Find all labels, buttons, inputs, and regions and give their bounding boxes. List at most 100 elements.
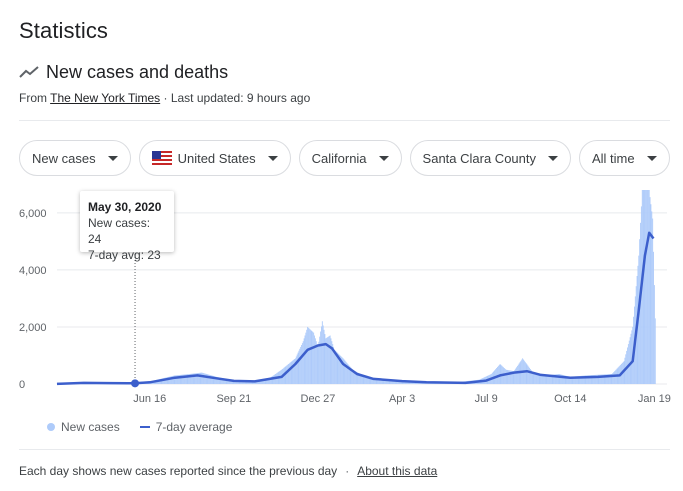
case-bar [182, 374, 184, 384]
case-bar [629, 337, 631, 384]
case-bar [334, 349, 335, 384]
case-bar [600, 374, 602, 384]
caret-down-icon [646, 155, 657, 161]
case-bar [371, 377, 373, 384]
case-bar [397, 380, 399, 384]
case-bar [298, 350, 300, 384]
divider [19, 449, 670, 450]
case-bar [585, 375, 587, 384]
case-bar [301, 343, 303, 384]
filter-chips: New cases United States California Santa… [19, 140, 670, 176]
case-bar [307, 326, 309, 384]
case-bar [365, 376, 367, 384]
county-dropdown[interactable]: Santa Clara County [409, 140, 571, 176]
case-bar [541, 374, 543, 384]
case-bar [510, 370, 512, 384]
case-bar [310, 330, 312, 384]
case-bar [562, 374, 563, 384]
case-bar [578, 376, 580, 384]
case-bar [590, 375, 592, 384]
case-bar [402, 381, 404, 384]
time-range-dropdown[interactable]: All time [579, 140, 670, 176]
case-bar [264, 379, 266, 384]
case-bar [224, 378, 226, 384]
state-dropdown[interactable]: California [298, 140, 402, 176]
case-bar [171, 376, 173, 384]
tooltip-date: May 30, 2020 [88, 200, 162, 214]
case-bar [319, 336, 321, 384]
case-bar [516, 367, 517, 384]
case-bar [581, 375, 583, 384]
case-bar [335, 351, 337, 384]
case-bar [511, 370, 513, 384]
case-bar [203, 373, 204, 384]
case-bar [567, 376, 569, 384]
case-bar [174, 375, 176, 384]
case-bar [572, 376, 574, 384]
case-bar [203, 373, 205, 384]
case-bar [241, 380, 243, 384]
case-bar [369, 377, 371, 384]
case-bar [385, 380, 387, 384]
source-link[interactable]: The New York Times [50, 91, 161, 105]
case-bar [377, 379, 379, 384]
case-bar [246, 380, 248, 384]
case-bar [534, 372, 536, 384]
case-bar [507, 370, 509, 384]
about-data-link[interactable]: About this data [357, 464, 438, 478]
case-bar [582, 375, 584, 384]
case-bar [518, 363, 520, 384]
case-bar [316, 344, 318, 384]
case-bar [536, 373, 538, 384]
case-bar [271, 376, 273, 384]
case-bar [652, 218, 654, 384]
case-bar [580, 375, 582, 384]
trend-icon [19, 66, 39, 78]
case-bar [568, 376, 570, 384]
case-bar [594, 374, 596, 384]
legend-average-label: 7-day average [155, 420, 233, 434]
case-bar [196, 373, 198, 384]
case-bar [588, 375, 589, 384]
case-bar [226, 379, 228, 384]
case-bar [591, 375, 593, 384]
case-bar [167, 377, 169, 384]
case-bar [524, 361, 526, 384]
country-dropdown[interactable]: United States [138, 140, 291, 176]
case-bar [221, 377, 223, 384]
case-bar [293, 359, 295, 384]
case-bar [647, 190, 649, 384]
case-bar [649, 197, 651, 384]
case-bar [551, 374, 553, 384]
metric-dropdown[interactable]: New cases [19, 140, 131, 176]
case-bar [272, 375, 274, 384]
case-bar [350, 367, 352, 384]
case-bar [525, 363, 527, 384]
case-bar [205, 373, 207, 384]
case-bar [256, 380, 258, 384]
case-bar [185, 374, 187, 384]
case-bar [232, 380, 234, 384]
cases-chart[interactable]: 0 2,000 4,000 6,000 Jun 16 Sep 21 Dec 27 Apr 3 J… [0, 180, 683, 410]
case-bar [315, 341, 317, 384]
case-bar [570, 376, 572, 384]
footer-note: Each day shows new cases reported since … [19, 464, 338, 478]
case-bar [294, 358, 296, 384]
case-bar [529, 369, 531, 384]
case-bar [609, 374, 611, 384]
case-bar [595, 374, 597, 384]
case-bar [267, 378, 269, 384]
case-bar [538, 374, 540, 384]
case-bar [236, 380, 237, 384]
case-bar [297, 352, 299, 384]
case-bar [549, 374, 551, 384]
case-bar [359, 373, 361, 384]
case-bar [558, 374, 560, 384]
case-bar [204, 373, 206, 384]
case-bar [379, 379, 381, 384]
case-bar [233, 380, 235, 384]
case-bar [510, 370, 511, 384]
case-bar [165, 377, 167, 384]
case-bar [306, 329, 308, 384]
case-bar [613, 372, 615, 384]
